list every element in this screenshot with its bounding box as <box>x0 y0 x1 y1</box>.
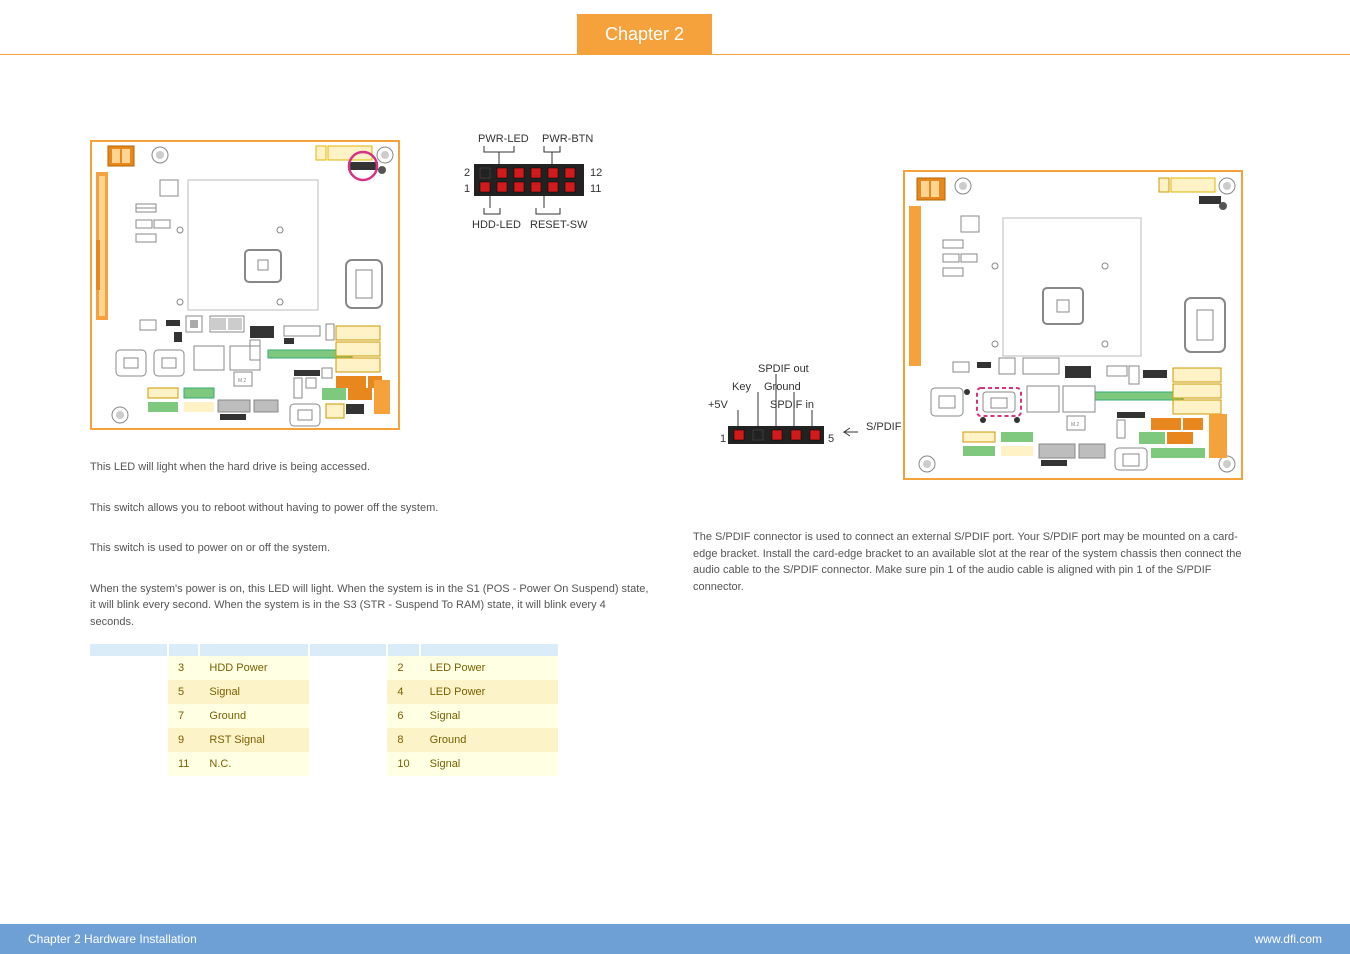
svg-text:12: 12 <box>590 167 602 179</box>
svg-text:1: 1 <box>464 183 470 195</box>
svg-text:Key: Key <box>732 381 751 393</box>
svg-text:2: 2 <box>464 167 470 179</box>
pin-assignment-table: 3HDD Power 2LED Power 5Signal 4LED Power… <box>90 644 558 776</box>
chapter-tab: Chapter 2 <box>577 14 712 55</box>
svg-text:Ground: Ground <box>764 381 801 393</box>
svg-text:PWR-BTN: PWR-BTN <box>542 133 593 145</box>
hdd-led-text: This LED will light when the hard drive … <box>90 459 650 476</box>
svg-text:SPDIF out: SPDIF out <box>758 363 809 375</box>
svg-text:M.2: M.2 <box>238 378 247 384</box>
svg-text:1: 1 <box>720 433 726 445</box>
power-led-text: When the system's power is on, this LED … <box>90 581 650 631</box>
svg-text:PWR-LED: PWR-LED <box>478 133 529 145</box>
spdif-text: The S/PDIF connector is used to connect … <box>693 529 1253 595</box>
right-column: SPDIF out Key Ground +5V SPDIF in 1 5 S/… <box>693 160 1253 619</box>
spdif-pin-legend: SPDIF out Key Ground +5V SPDIF in 1 5 S/… <box>708 360 918 473</box>
svg-text:M.2: M.2 <box>1071 422 1080 428</box>
footer-left: Chapter 2 Hardware Installation <box>28 932 197 946</box>
svg-text:RESET-SW: RESET-SW <box>530 219 588 231</box>
svg-text:5: 5 <box>828 433 834 445</box>
power-btn-text: This switch is used to power on or off t… <box>90 540 650 557</box>
reset-text: This switch allows you to reboot without… <box>90 500 650 517</box>
svg-text:11: 11 <box>590 183 601 195</box>
svg-text:HDD-LED: HDD-LED <box>472 219 521 231</box>
svg-text:S/PDIF: S/PDIF <box>866 421 902 433</box>
footer-bar: Chapter 2 Hardware Installation www.dfi.… <box>0 924 1350 954</box>
board-diagram-left: M.2 <box>90 140 400 430</box>
footer-right: www.dfi.com <box>1255 932 1322 946</box>
front-panel-pin-legend: PWR-LED PWR-BTN 2 1 12 11 HDD-LED RESET-… <box>460 130 660 240</box>
svg-text:SPDIF in: SPDIF in <box>770 399 814 411</box>
svg-text:+5V: +5V <box>708 399 729 411</box>
